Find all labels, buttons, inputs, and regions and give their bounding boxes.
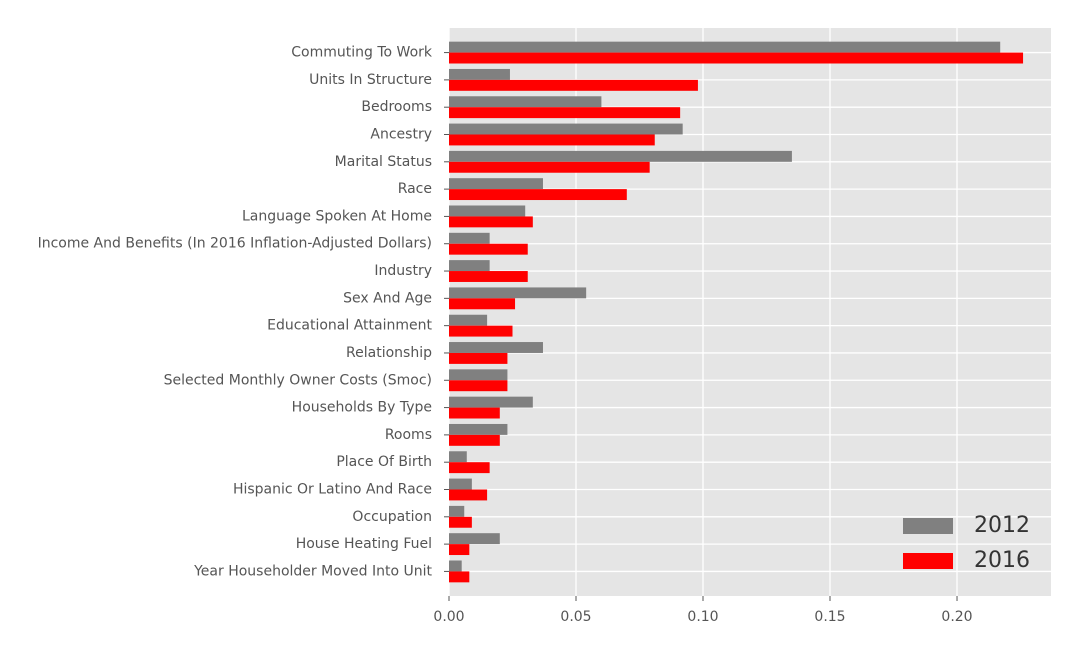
bar-2016-2 xyxy=(449,107,681,119)
bar-2016-11 xyxy=(449,352,508,364)
bar-2016-4 xyxy=(449,161,650,173)
bar-2016-16 xyxy=(449,489,488,501)
bar-2012-19 xyxy=(449,560,462,572)
legend-swatch-2016 xyxy=(903,553,953,569)
y-axis: Commuting To Work Units In Structure Bedro… xyxy=(38,45,449,579)
y-tick-label: Selected Monthly Owner Costs (Smoc) xyxy=(164,372,432,388)
bar-2016-18 xyxy=(449,544,470,556)
legend-label-2012: 2012 xyxy=(974,513,1030,538)
bar-2012-14 xyxy=(449,423,508,435)
bar-2012-6 xyxy=(449,205,526,217)
bar-2016-8 xyxy=(449,271,528,282)
bar-2012-1 xyxy=(449,68,510,80)
bar-2016-12 xyxy=(449,380,508,392)
x-tick-label: 0.05 xyxy=(560,609,591,625)
bar-2016-13 xyxy=(449,407,500,419)
x-axis: 0.00 0.05 0.10 0.15 0.20 xyxy=(433,596,973,625)
bar-2012-17 xyxy=(449,505,465,517)
bar-2016-3 xyxy=(449,134,655,146)
bar-2012-5 xyxy=(449,178,543,190)
y-tick-label: Educational Attainment xyxy=(267,318,432,334)
y-tick-label: Race xyxy=(398,181,432,197)
x-tick-label: 0.00 xyxy=(433,609,464,625)
y-tick-label: Units In Structure xyxy=(309,72,432,88)
y-tick-label: Households By Type xyxy=(292,400,432,416)
plot-area xyxy=(449,28,1051,596)
bar-2012-13 xyxy=(449,396,533,408)
x-tick-label: 0.15 xyxy=(814,609,845,625)
x-tick-label: 0.20 xyxy=(941,609,972,625)
bar-2016-19 xyxy=(449,571,470,583)
bar-2012-8 xyxy=(449,260,490,272)
bar-2016-17 xyxy=(449,516,472,528)
bar-2016-10 xyxy=(449,325,513,337)
bar-2016-1 xyxy=(449,79,698,91)
legend: 2012 2016 xyxy=(903,513,1030,573)
bar-2016-6 xyxy=(449,216,533,228)
y-tick-label: Language Spoken At Home xyxy=(242,208,432,224)
y-tick-label: Ancestry xyxy=(370,127,432,143)
y-tick-label: Industry xyxy=(374,263,432,279)
y-tick-label: Hispanic Or Latino And Race xyxy=(233,482,432,498)
bars xyxy=(449,41,1024,583)
y-tick-label: Commuting To Work xyxy=(291,45,433,61)
bar-2016-9 xyxy=(449,298,516,310)
legend-label-2016: 2016 xyxy=(974,548,1030,573)
y-tick-label: Sex And Age xyxy=(343,290,432,306)
bar-2012-3 xyxy=(449,123,683,135)
y-tick-label: Year Householder Moved Into Unit xyxy=(193,563,432,579)
bar-2012-4 xyxy=(449,150,792,162)
bar-2012-18 xyxy=(449,533,500,545)
bar-2016-14 xyxy=(449,434,500,446)
bar-2012-2 xyxy=(449,96,602,108)
bar-2012-0 xyxy=(449,41,1001,53)
bar-2012-15 xyxy=(449,451,467,463)
bar-2016-7 xyxy=(449,243,528,255)
bar-2012-16 xyxy=(449,478,472,490)
bar-2012-12 xyxy=(449,369,508,381)
bar-2016-5 xyxy=(449,189,627,201)
bar-2012-10 xyxy=(449,314,488,326)
y-tick-label: House Heating Fuel xyxy=(296,536,432,552)
bar-2012-11 xyxy=(449,342,543,353)
bar-2012-7 xyxy=(449,232,490,244)
legend-swatch-2012 xyxy=(903,518,953,534)
y-tick-label: Occupation xyxy=(352,509,432,525)
y-tick-label: Income And Benefits (In 2016 Inflation-A… xyxy=(38,236,432,252)
bar-2012-9 xyxy=(449,287,587,299)
y-tick-label: Marital Status xyxy=(335,154,432,170)
x-tick-label: 0.10 xyxy=(687,609,718,625)
bar-2016-15 xyxy=(449,462,490,474)
y-tick-label: Relationship xyxy=(346,345,432,361)
y-tick-label: Place Of Birth xyxy=(336,454,432,470)
y-tick-label: Rooms xyxy=(385,427,432,443)
y-tick-label: Bedrooms xyxy=(361,99,432,115)
bar-2016-0 xyxy=(449,52,1024,64)
